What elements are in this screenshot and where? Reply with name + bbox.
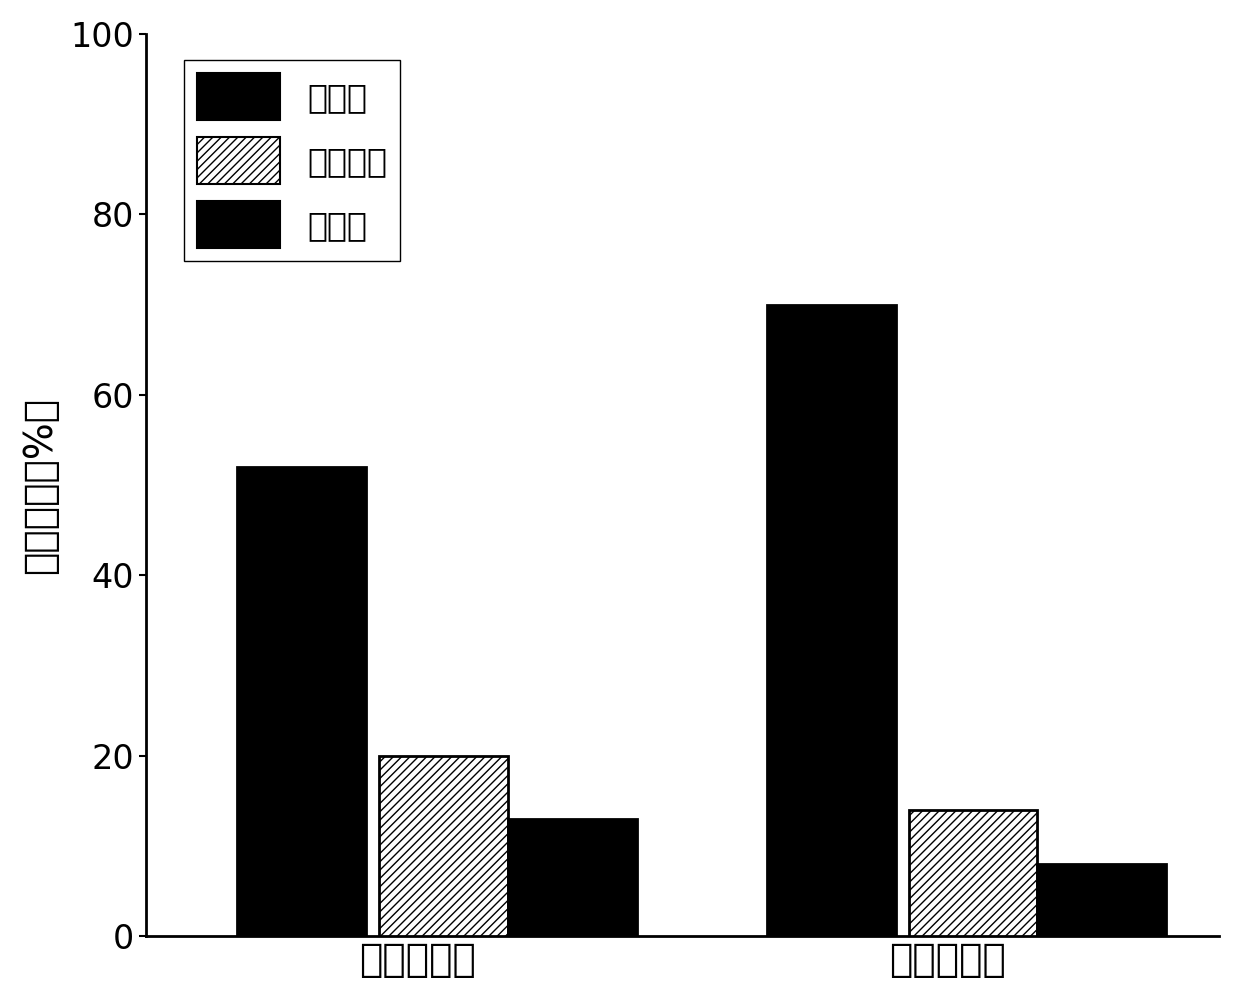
Bar bbox=[379, 756, 507, 936]
Legend: 纤维素, 半纤维素, 木素质: 纤维素, 半纤维素, 木素质 bbox=[184, 60, 401, 261]
Bar bbox=[766, 305, 895, 936]
Bar bbox=[237, 467, 366, 936]
Bar bbox=[507, 819, 636, 936]
Y-axis label: 组成比例（%）: 组成比例（%） bbox=[21, 397, 58, 574]
Bar bbox=[1038, 864, 1166, 936]
Bar bbox=[909, 810, 1038, 936]
